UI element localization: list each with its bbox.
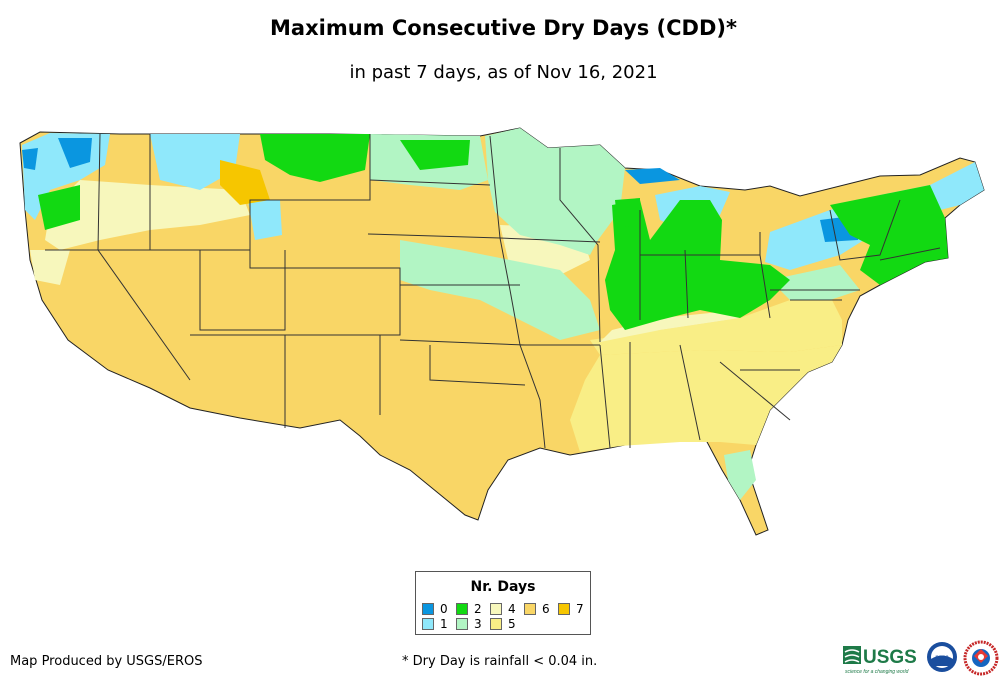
- legend-label: 2: [474, 602, 482, 616]
- legend-label: 5: [508, 617, 516, 631]
- legend-item-3: 3: [456, 618, 482, 630]
- footnote: * Dry Day is rainfall < 0.04 in.: [402, 654, 598, 669]
- legend-label: 3: [474, 617, 482, 631]
- legend: Nr. Days 0 1 2 3 4 5 6 7: [415, 571, 591, 635]
- wa-blue-0: [58, 138, 92, 168]
- legend-label: 4: [508, 602, 516, 616]
- legend-swatch: [422, 618, 434, 630]
- legend-swatch: [422, 603, 434, 615]
- ne-green-2: [830, 185, 948, 285]
- legend-item-1: 1: [422, 618, 448, 630]
- state-boundaries: [45, 133, 941, 449]
- idaho-mt-cyan-1: [150, 134, 240, 190]
- svg-text:USGS: USGS: [863, 647, 917, 668]
- legend-title: Nr. Days: [470, 579, 536, 595]
- tn-band-5: [590, 296, 842, 355]
- ky-band-4: [600, 312, 740, 342]
- legend-item-4: 4: [490, 603, 516, 615]
- mi-blue-0: [625, 168, 680, 184]
- map-credit: Map Produced by USGS/EROS: [10, 654, 203, 669]
- agency-logos: USGS science for a changing world noaa: [843, 640, 999, 676]
- map-subtitle: in past 7 days, as of Nov 16, 2021: [349, 62, 658, 83]
- legend-item-2: 2: [456, 603, 482, 615]
- legend-item-6: 6: [524, 603, 550, 615]
- mt-orange-7: [220, 160, 270, 205]
- wa-coast-blue-0: [22, 148, 38, 170]
- nw-band-4: [45, 180, 250, 250]
- legend-swatch: [456, 618, 468, 630]
- pa-band-3: [770, 265, 860, 300]
- nws-logo: [963, 640, 999, 676]
- se-band-5: [570, 345, 842, 452]
- legend-label: 0: [440, 602, 448, 616]
- wy-cyan-1: [248, 200, 282, 240]
- legend-item-5: 5: [490, 618, 516, 630]
- upper-midwest-3: [485, 128, 625, 255]
- map-title: Maximum Consecutive Dry Days (CDD)*: [270, 16, 737, 40]
- florida-3: [724, 450, 756, 500]
- legend-swatch: [558, 603, 570, 615]
- legend-label: 7: [576, 602, 584, 616]
- great-lakes-green-2: [605, 200, 790, 330]
- wi-green-2: [615, 198, 640, 228]
- legend-item-7: 7: [558, 603, 584, 615]
- svg-text:science for a changing world: science for a changing world: [845, 669, 909, 675]
- svg-text:noaa: noaa: [935, 655, 949, 661]
- legend-label: 6: [542, 602, 550, 616]
- legend-swatch: [524, 603, 536, 615]
- mt-green-2: [260, 134, 370, 182]
- legend-label: 1: [440, 617, 448, 631]
- legend-swatch: [456, 603, 468, 615]
- legend-swatch: [490, 618, 502, 630]
- nd-green-2: [400, 140, 470, 170]
- ne-cal-4: [30, 250, 70, 285]
- pnw-green-2: [38, 185, 80, 230]
- legend-swatch: [490, 603, 502, 615]
- noaa-logo: noaa: [927, 642, 957, 672]
- legend-item-0: 0: [422, 603, 448, 615]
- usgs-logo: USGS science for a changing world: [843, 646, 917, 675]
- plains-band-3: [400, 240, 600, 340]
